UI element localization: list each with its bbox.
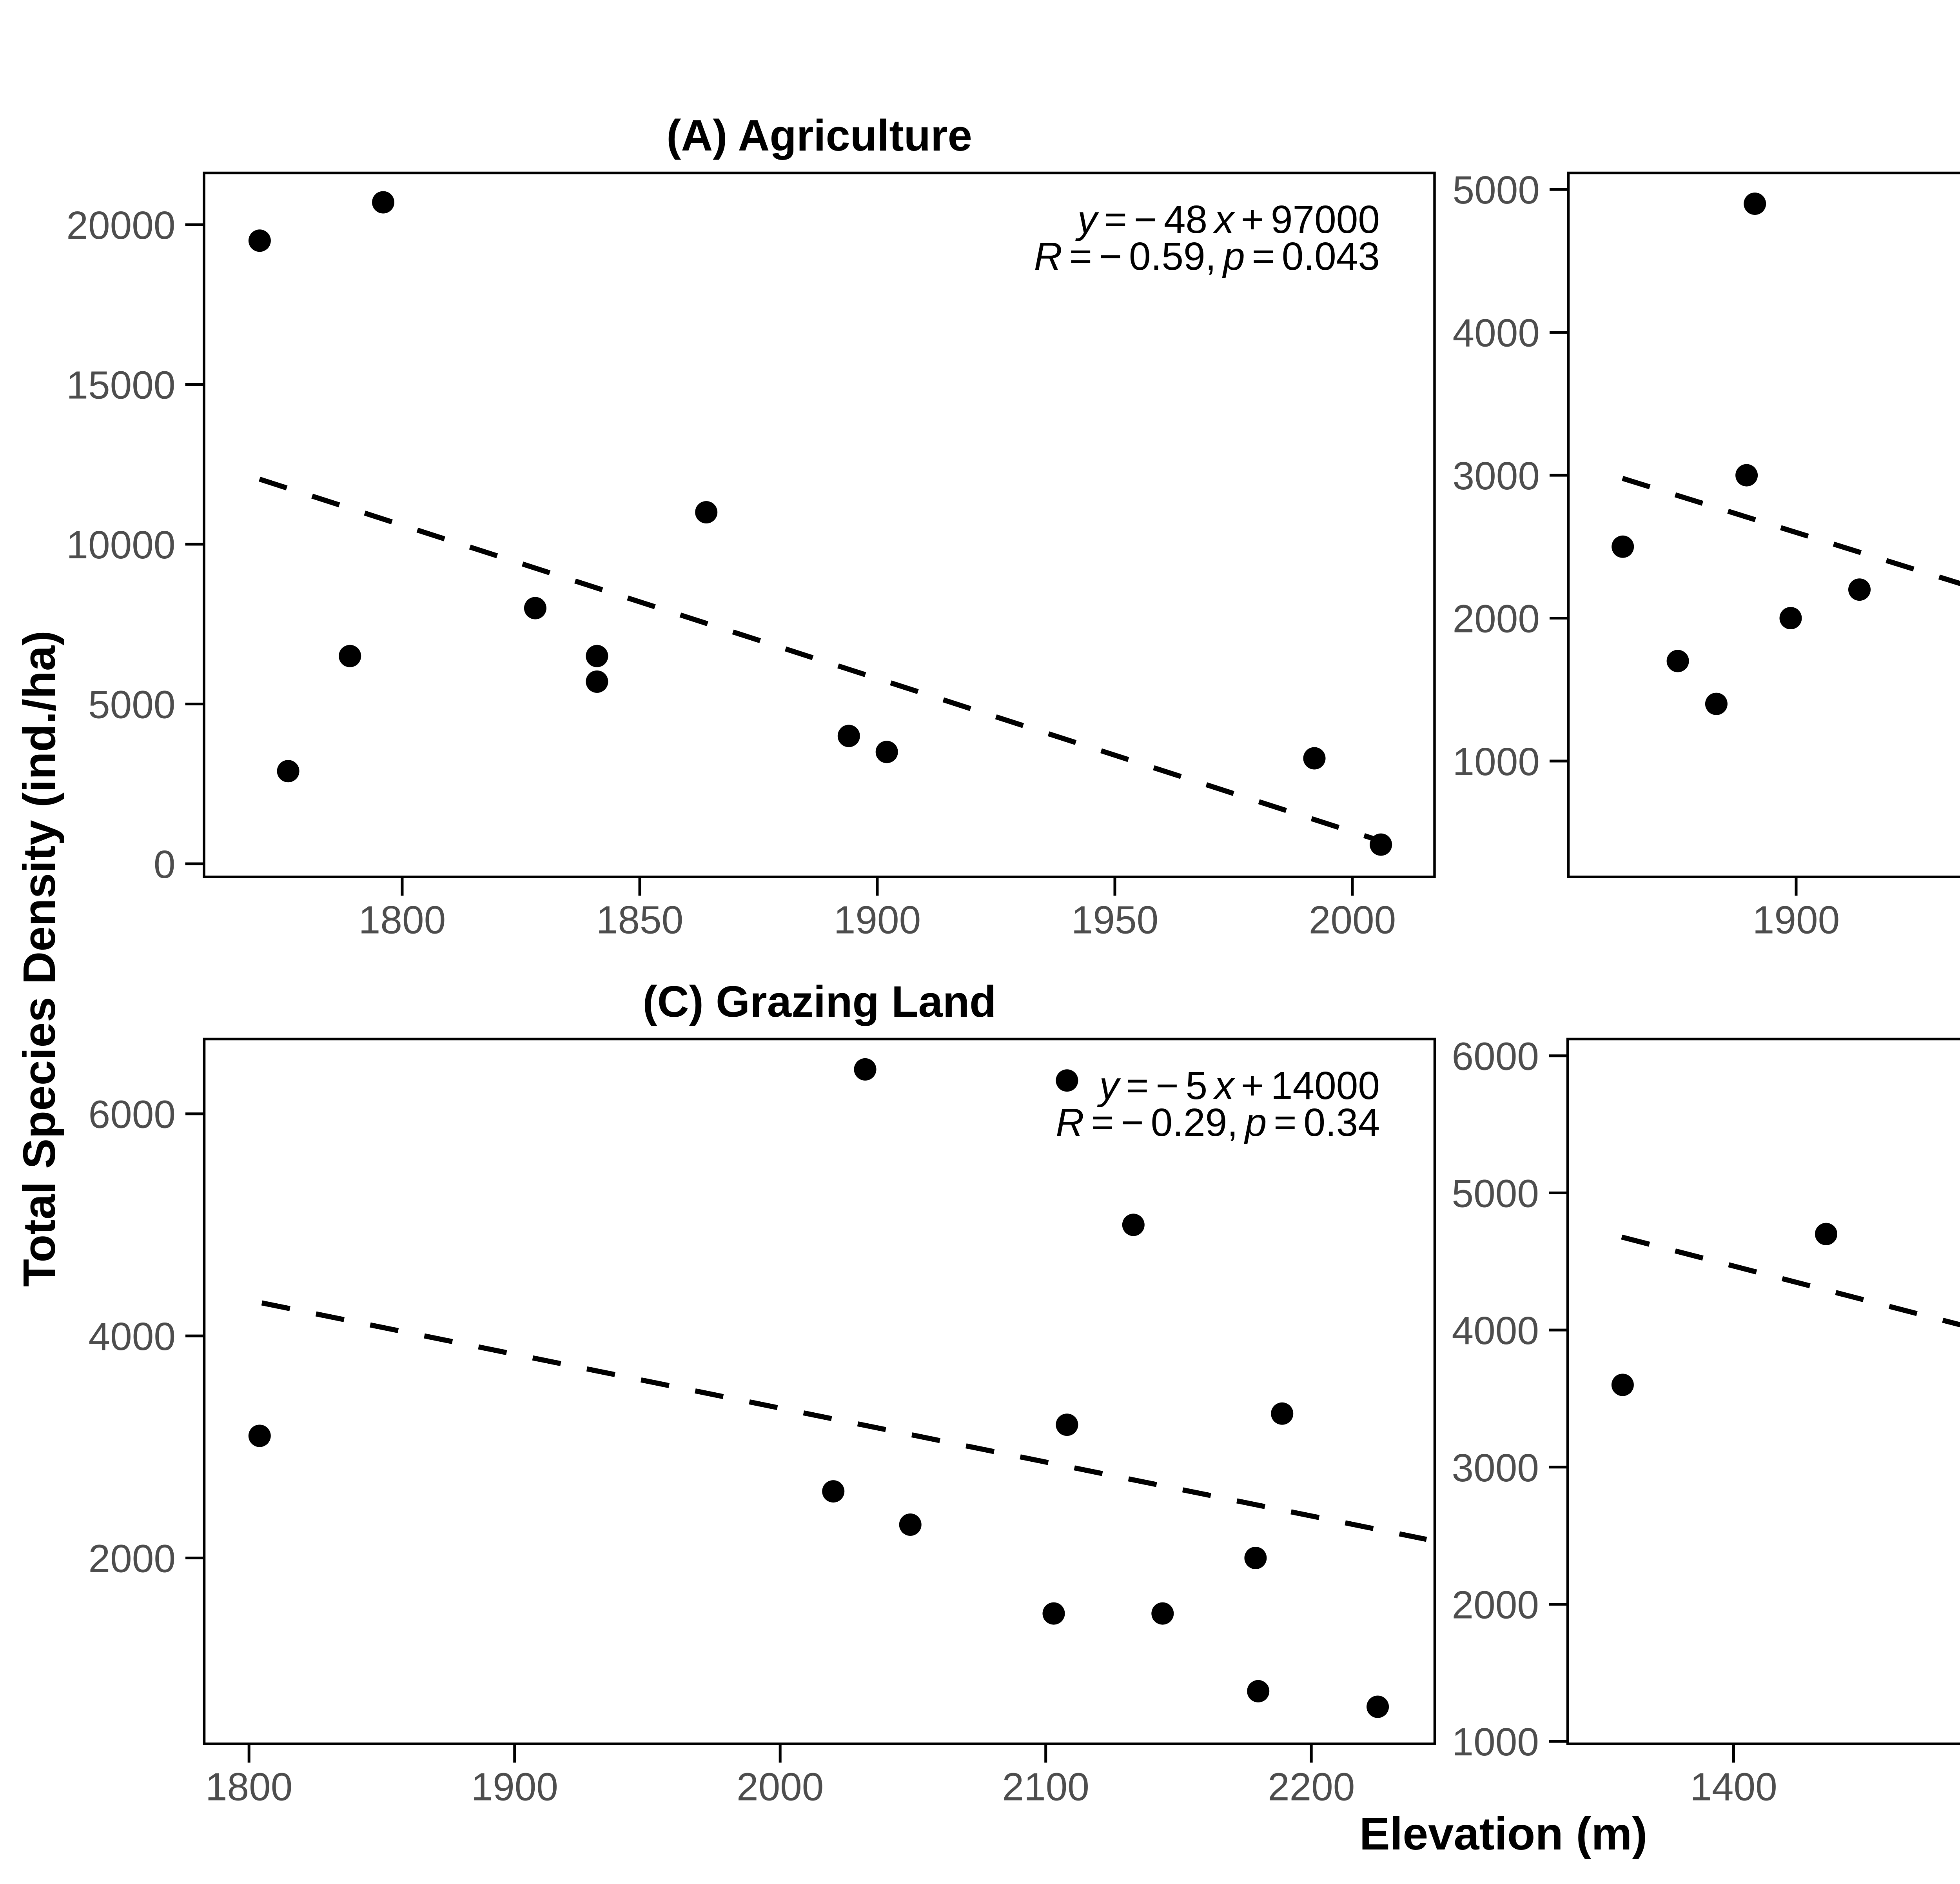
svg-text:2000: 2000 — [89, 1537, 176, 1581]
svg-text:5000: 5000 — [88, 683, 175, 727]
svg-text:2000: 2000 — [1453, 597, 1540, 641]
svg-text:1400: 1400 — [1690, 1765, 1777, 1809]
svg-text:4000: 4000 — [1452, 1309, 1539, 1353]
svg-text:y = − 48 x + 97000: y = − 48 x + 97000 — [1075, 198, 1380, 242]
svg-text:(A) Agriculture: (A) Agriculture — [666, 111, 972, 160]
svg-text:10000: 10000 — [66, 523, 175, 567]
svg-text:1000: 1000 — [1453, 740, 1540, 784]
svg-text:(C) Grazing Land: (C) Grazing Land — [642, 977, 996, 1026]
svg-text:R = − 0.59, p = 0.043: R = − 0.59, p = 0.043 — [1034, 234, 1380, 278]
svg-text:1900: 1900 — [471, 1765, 558, 1809]
svg-text:1850: 1850 — [596, 898, 683, 942]
svg-text:1800: 1800 — [205, 1765, 292, 1809]
svg-text:6000: 6000 — [1452, 1035, 1539, 1079]
svg-text:2200: 2200 — [1268, 1765, 1355, 1809]
svg-text:20000: 20000 — [66, 203, 175, 247]
svg-text:15000: 15000 — [66, 363, 175, 407]
svg-text:1900: 1900 — [834, 898, 921, 942]
svg-text:2100: 2100 — [1002, 1765, 1089, 1809]
svg-text:3000: 3000 — [1452, 1446, 1539, 1490]
svg-text:1000: 1000 — [1452, 1720, 1539, 1764]
svg-text:4000: 4000 — [1453, 311, 1540, 355]
svg-text:1800: 1800 — [359, 898, 446, 942]
svg-text:5000: 5000 — [1452, 1172, 1539, 1215]
svg-text:4000: 4000 — [89, 1315, 176, 1359]
svg-text:Total Species Density (ind./ha: Total Species Density (ind./ha) — [14, 630, 65, 1287]
svg-text:2000: 2000 — [737, 1765, 824, 1809]
svg-text:0: 0 — [154, 843, 176, 887]
svg-text:6000: 6000 — [89, 1093, 176, 1137]
svg-text:1950: 1950 — [1071, 898, 1158, 942]
svg-text:2000: 2000 — [1309, 898, 1396, 942]
svg-text:Elevation (m): Elevation (m) — [1359, 1808, 1648, 1859]
svg-text:R = − 0.29, p = 0.34: R = − 0.29, p = 0.34 — [1056, 1101, 1380, 1145]
svg-text:3000: 3000 — [1453, 454, 1540, 498]
svg-text:2000: 2000 — [1452, 1583, 1539, 1627]
svg-text:1900: 1900 — [1753, 898, 1840, 942]
svg-text:y = − 5 x + 14000: y = − 5 x + 14000 — [1097, 1064, 1380, 1108]
svg-text:5000: 5000 — [1453, 168, 1540, 212]
